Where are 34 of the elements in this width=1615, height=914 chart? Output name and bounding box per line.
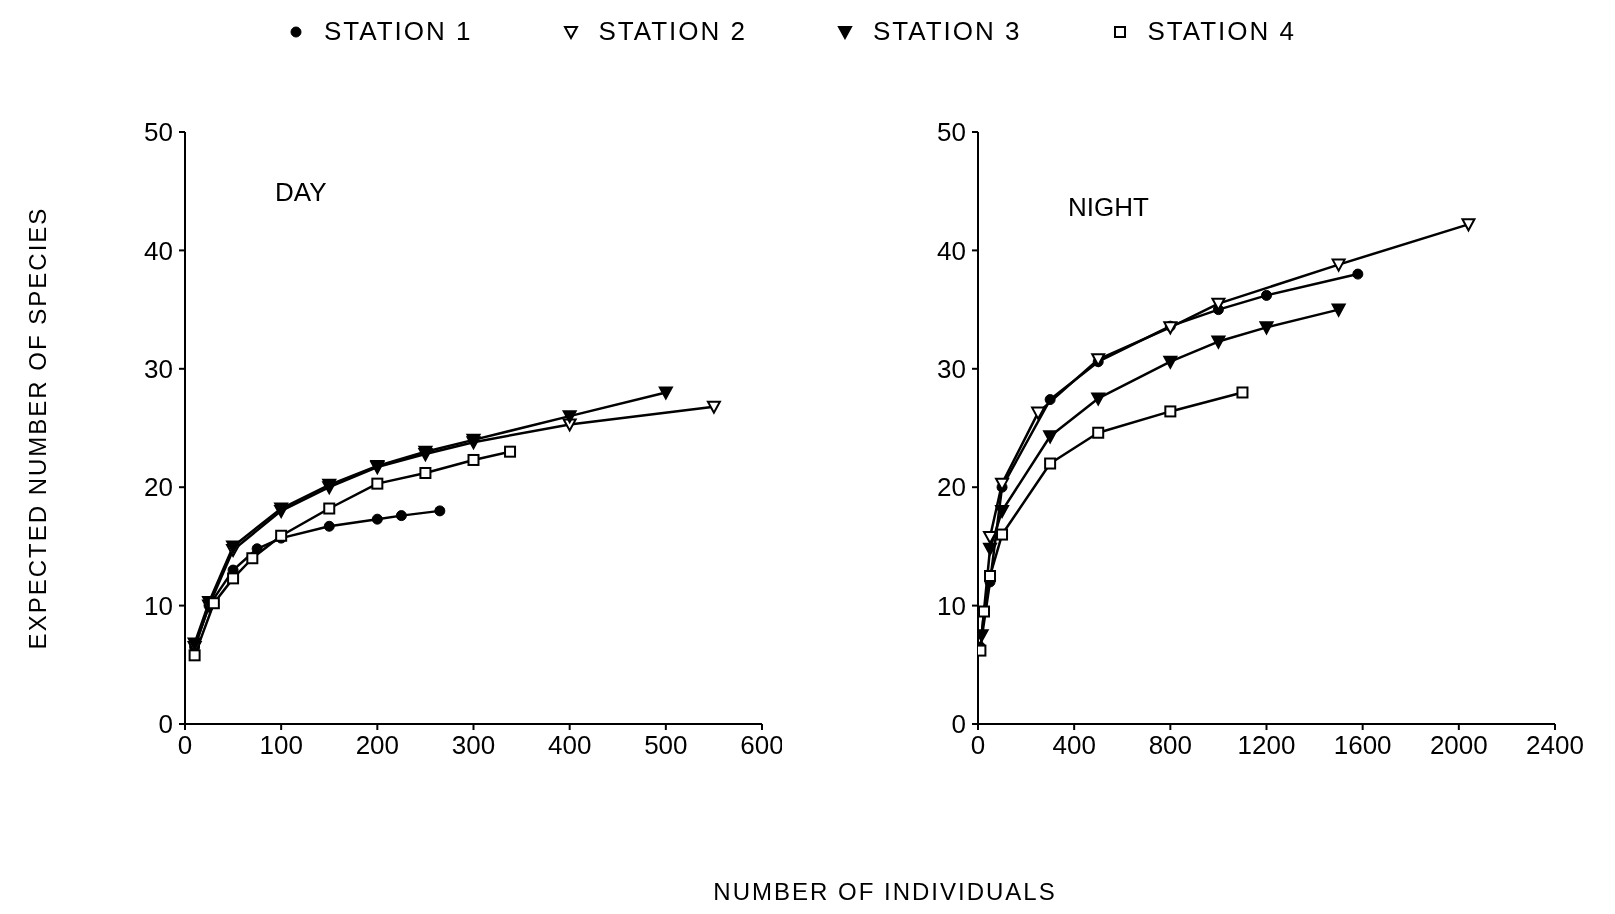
x-tick-label: 200 (355, 730, 400, 761)
x-tick-label: 600 (740, 730, 784, 761)
x-tick-label: 400 (1052, 730, 1096, 761)
x-tick-label: 1200 (1237, 730, 1296, 761)
y-tick-label: 10 (144, 590, 173, 621)
y-tick-label: 30 (937, 354, 966, 385)
annotation: NIGHT (1068, 192, 1149, 223)
x-tick-label: 100 (259, 730, 303, 761)
y-tick-label: 40 (937, 235, 966, 266)
y-tick-label: 50 (937, 117, 966, 148)
x-tick-label: 2000 (1429, 730, 1488, 761)
y-tick-label: 50 (144, 117, 173, 148)
x-tick-label: 800 (1148, 730, 1193, 761)
y-axis-title: EXPECTED NUMBER OF SPECIES (24, 206, 52, 650)
x-tick-label: 500 (644, 730, 688, 761)
x-tick-label: 1600 (1333, 730, 1392, 761)
legend-label: STATION 1 (324, 16, 473, 47)
y-tick-label: 10 (937, 590, 966, 621)
y-tick-label: 20 (144, 472, 173, 503)
x-axis-title: NUMBER OF INDIVIDUALS (712, 878, 1058, 906)
y-tick-label: 30 (144, 354, 173, 385)
x-tick-label: 300 (451, 730, 496, 761)
legend-label: STATION 3 (873, 16, 1022, 47)
x-tick-label: 0 (970, 730, 986, 761)
legend-label: STATION 2 (598, 16, 747, 47)
x-tick-label: 0 (177, 730, 193, 761)
legend-label: STATION 4 (1147, 16, 1296, 47)
y-tick-label: 40 (144, 235, 173, 266)
annotation: DAY (275, 177, 327, 208)
y-tick-label: 0 (951, 709, 966, 740)
y-tick-label: 0 (158, 709, 173, 740)
x-tick-label: 2400 (1526, 730, 1584, 761)
y-tick-label: 20 (937, 472, 966, 503)
x-tick-label: 400 (547, 730, 592, 761)
